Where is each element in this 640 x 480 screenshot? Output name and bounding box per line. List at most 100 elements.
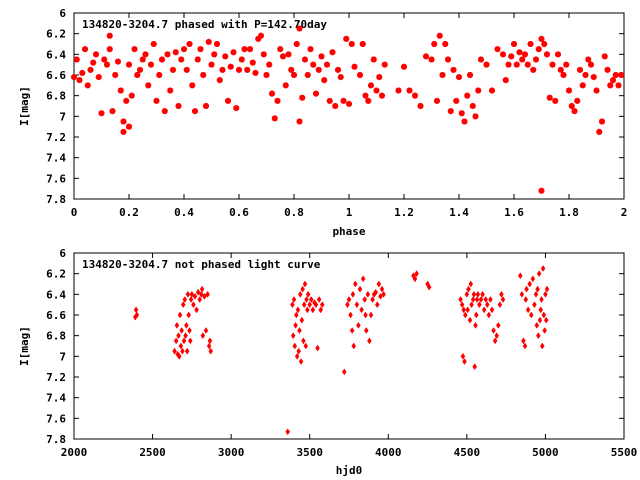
x-tick-label: 2500 (139, 446, 166, 459)
x-tick-label: 0.4 (174, 206, 194, 219)
data-point (341, 368, 347, 376)
data-point (505, 61, 512, 68)
x-tick-label: 2 (621, 206, 628, 219)
y-tick-label: 6.6 (46, 309, 66, 322)
y-tick-label: 7.2 (46, 371, 66, 384)
x-tick-label: 3500 (296, 446, 323, 459)
data-point (500, 51, 506, 58)
data-point (546, 94, 553, 101)
data-point (499, 290, 504, 298)
data-point (540, 265, 546, 272)
data-point (106, 46, 113, 53)
data-point (502, 77, 509, 84)
data-point (599, 118, 605, 125)
data-point (120, 128, 127, 135)
data-point (161, 108, 168, 115)
data-point (219, 66, 226, 73)
data-point (236, 66, 242, 73)
data-point (293, 41, 300, 47)
chart-title: 134820-3204.7 not phased light curve (82, 258, 321, 271)
data-point (474, 296, 480, 303)
data-point (206, 342, 212, 350)
data-point (186, 311, 192, 319)
data-point (238, 56, 245, 63)
data-point (194, 56, 201, 63)
data-point (194, 306, 199, 314)
x-axis-ticks: 0 0.2 0.4 0.6 0.8 1 1.2 1.4 1.6 1.8 2 (71, 13, 628, 219)
data-point (134, 311, 140, 319)
y-axis-ticks: 6 6.2 6.4 6.6 6.8 7 7.2 7.4 7.6 7.8 (46, 247, 624, 446)
data-point (216, 77, 223, 84)
data-point (84, 82, 91, 89)
data-point (480, 290, 485, 298)
data-point (376, 74, 383, 81)
data-point (539, 296, 544, 303)
data-point (313, 301, 319, 309)
data-point (173, 337, 179, 345)
data-point (359, 306, 364, 314)
data-point (252, 69, 259, 76)
data-point (208, 347, 214, 355)
y-tick-label: 6.2 (46, 28, 66, 41)
x-axis-ticks: 2000 2500 3000 3500 4000 4500 5000 5500 (61, 253, 637, 459)
x-axis-title: hjd0 (336, 464, 363, 477)
y-tick-label: 6 (59, 247, 66, 260)
data-point (543, 316, 549, 324)
data-point (349, 327, 355, 334)
data-point (244, 66, 251, 73)
x-tick-label: 2000 (61, 446, 88, 459)
data-point (462, 311, 468, 319)
data-point (522, 342, 528, 350)
data-point (516, 49, 523, 56)
data-point (269, 90, 275, 97)
data-point (263, 72, 270, 78)
data-point (456, 74, 462, 81)
y-tick-label: 6.8 (46, 90, 66, 103)
data-points (71, 25, 625, 194)
data-point (346, 296, 352, 303)
y-tick-label: 6.6 (46, 69, 66, 82)
data-point (290, 332, 296, 340)
data-point (294, 352, 300, 360)
data-point (579, 82, 586, 89)
data-point (434, 97, 440, 104)
data-point (571, 108, 578, 115)
data-point (192, 108, 198, 115)
data-point (145, 82, 152, 89)
data-point (533, 56, 539, 63)
data-point (488, 296, 493, 303)
data-point (183, 66, 190, 73)
data-point (615, 82, 622, 89)
data-point (199, 285, 205, 293)
data-point (607, 82, 614, 89)
data-point (186, 41, 193, 47)
data-point (227, 63, 234, 70)
data-point (544, 285, 550, 293)
data-point (316, 296, 322, 303)
data-point (601, 53, 608, 60)
data-point (222, 53, 229, 60)
data-point (150, 41, 157, 47)
data-point (291, 296, 297, 303)
data-point (370, 296, 375, 303)
data-point (508, 53, 515, 60)
data-point (537, 316, 543, 324)
data-point (137, 66, 143, 73)
data-point (491, 327, 496, 334)
data-point (126, 61, 132, 68)
x-tick-label: 1.2 (394, 206, 414, 219)
data-point (79, 69, 86, 76)
y-tick-label: 7.8 (46, 433, 66, 446)
data-point (134, 72, 141, 78)
data-point (288, 66, 295, 73)
data-point (612, 72, 619, 78)
data-point (178, 342, 184, 350)
data-point (296, 347, 302, 355)
data-point (315, 66, 322, 73)
data-point (297, 290, 303, 298)
data-point (203, 327, 209, 334)
data-point (348, 41, 355, 47)
data-points (132, 265, 550, 436)
data-point (180, 301, 186, 309)
